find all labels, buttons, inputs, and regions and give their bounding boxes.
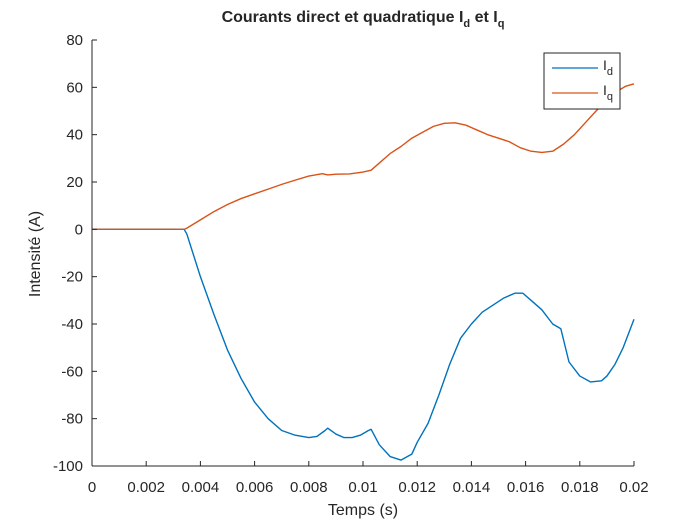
x-tick-label: 0.012 xyxy=(398,479,436,496)
plot-area xyxy=(92,40,634,466)
legend-box xyxy=(543,52,621,110)
x-tick-label: 0.018 xyxy=(561,479,599,496)
x-tick-label: 0.006 xyxy=(236,479,274,496)
ticks-layer: 0 0.002 0.004 0.006 0.008 0.01 0.012 0.014 0.016… xyxy=(53,32,649,496)
chart-title: Courants direct et quadratique Id et Iq xyxy=(222,9,505,30)
y-tick-label: 40 xyxy=(66,127,83,144)
legend-label-id: Id xyxy=(603,57,613,78)
legend: Id Iq xyxy=(543,52,621,110)
y-tick-label: -80 xyxy=(61,411,83,428)
x-tick-label: 0.014 xyxy=(453,479,491,496)
y-tick-label: -40 xyxy=(61,316,83,333)
y-tick-label: 20 xyxy=(66,174,83,191)
y-axis-label: Intensité (A) xyxy=(27,211,44,297)
x-tick-label: 0.008 xyxy=(290,479,328,496)
y-tick-label: 60 xyxy=(66,79,83,96)
legend-label-iq: Iq xyxy=(603,82,613,103)
series-layer xyxy=(92,83,635,461)
x-tick-label: 0.016 xyxy=(507,479,545,496)
y-tick-label: -100 xyxy=(53,458,83,475)
y-tick-label: -20 xyxy=(61,269,83,286)
x-tick-label: 0.02 xyxy=(619,479,648,496)
series-line-id xyxy=(92,228,635,461)
y-tick-label: 80 xyxy=(66,32,83,49)
x-tick-label: 0 xyxy=(88,479,96,496)
x-tick-label: 0.002 xyxy=(127,479,165,496)
y-tick-label: -60 xyxy=(61,363,83,380)
x-axis-label: Temps (s) xyxy=(328,502,398,519)
y-tick-label: 0 xyxy=(75,221,83,238)
x-tick-label: 0.004 xyxy=(182,479,220,496)
series-line-iq xyxy=(92,83,635,231)
x-tick-label: 0.01 xyxy=(348,479,377,496)
